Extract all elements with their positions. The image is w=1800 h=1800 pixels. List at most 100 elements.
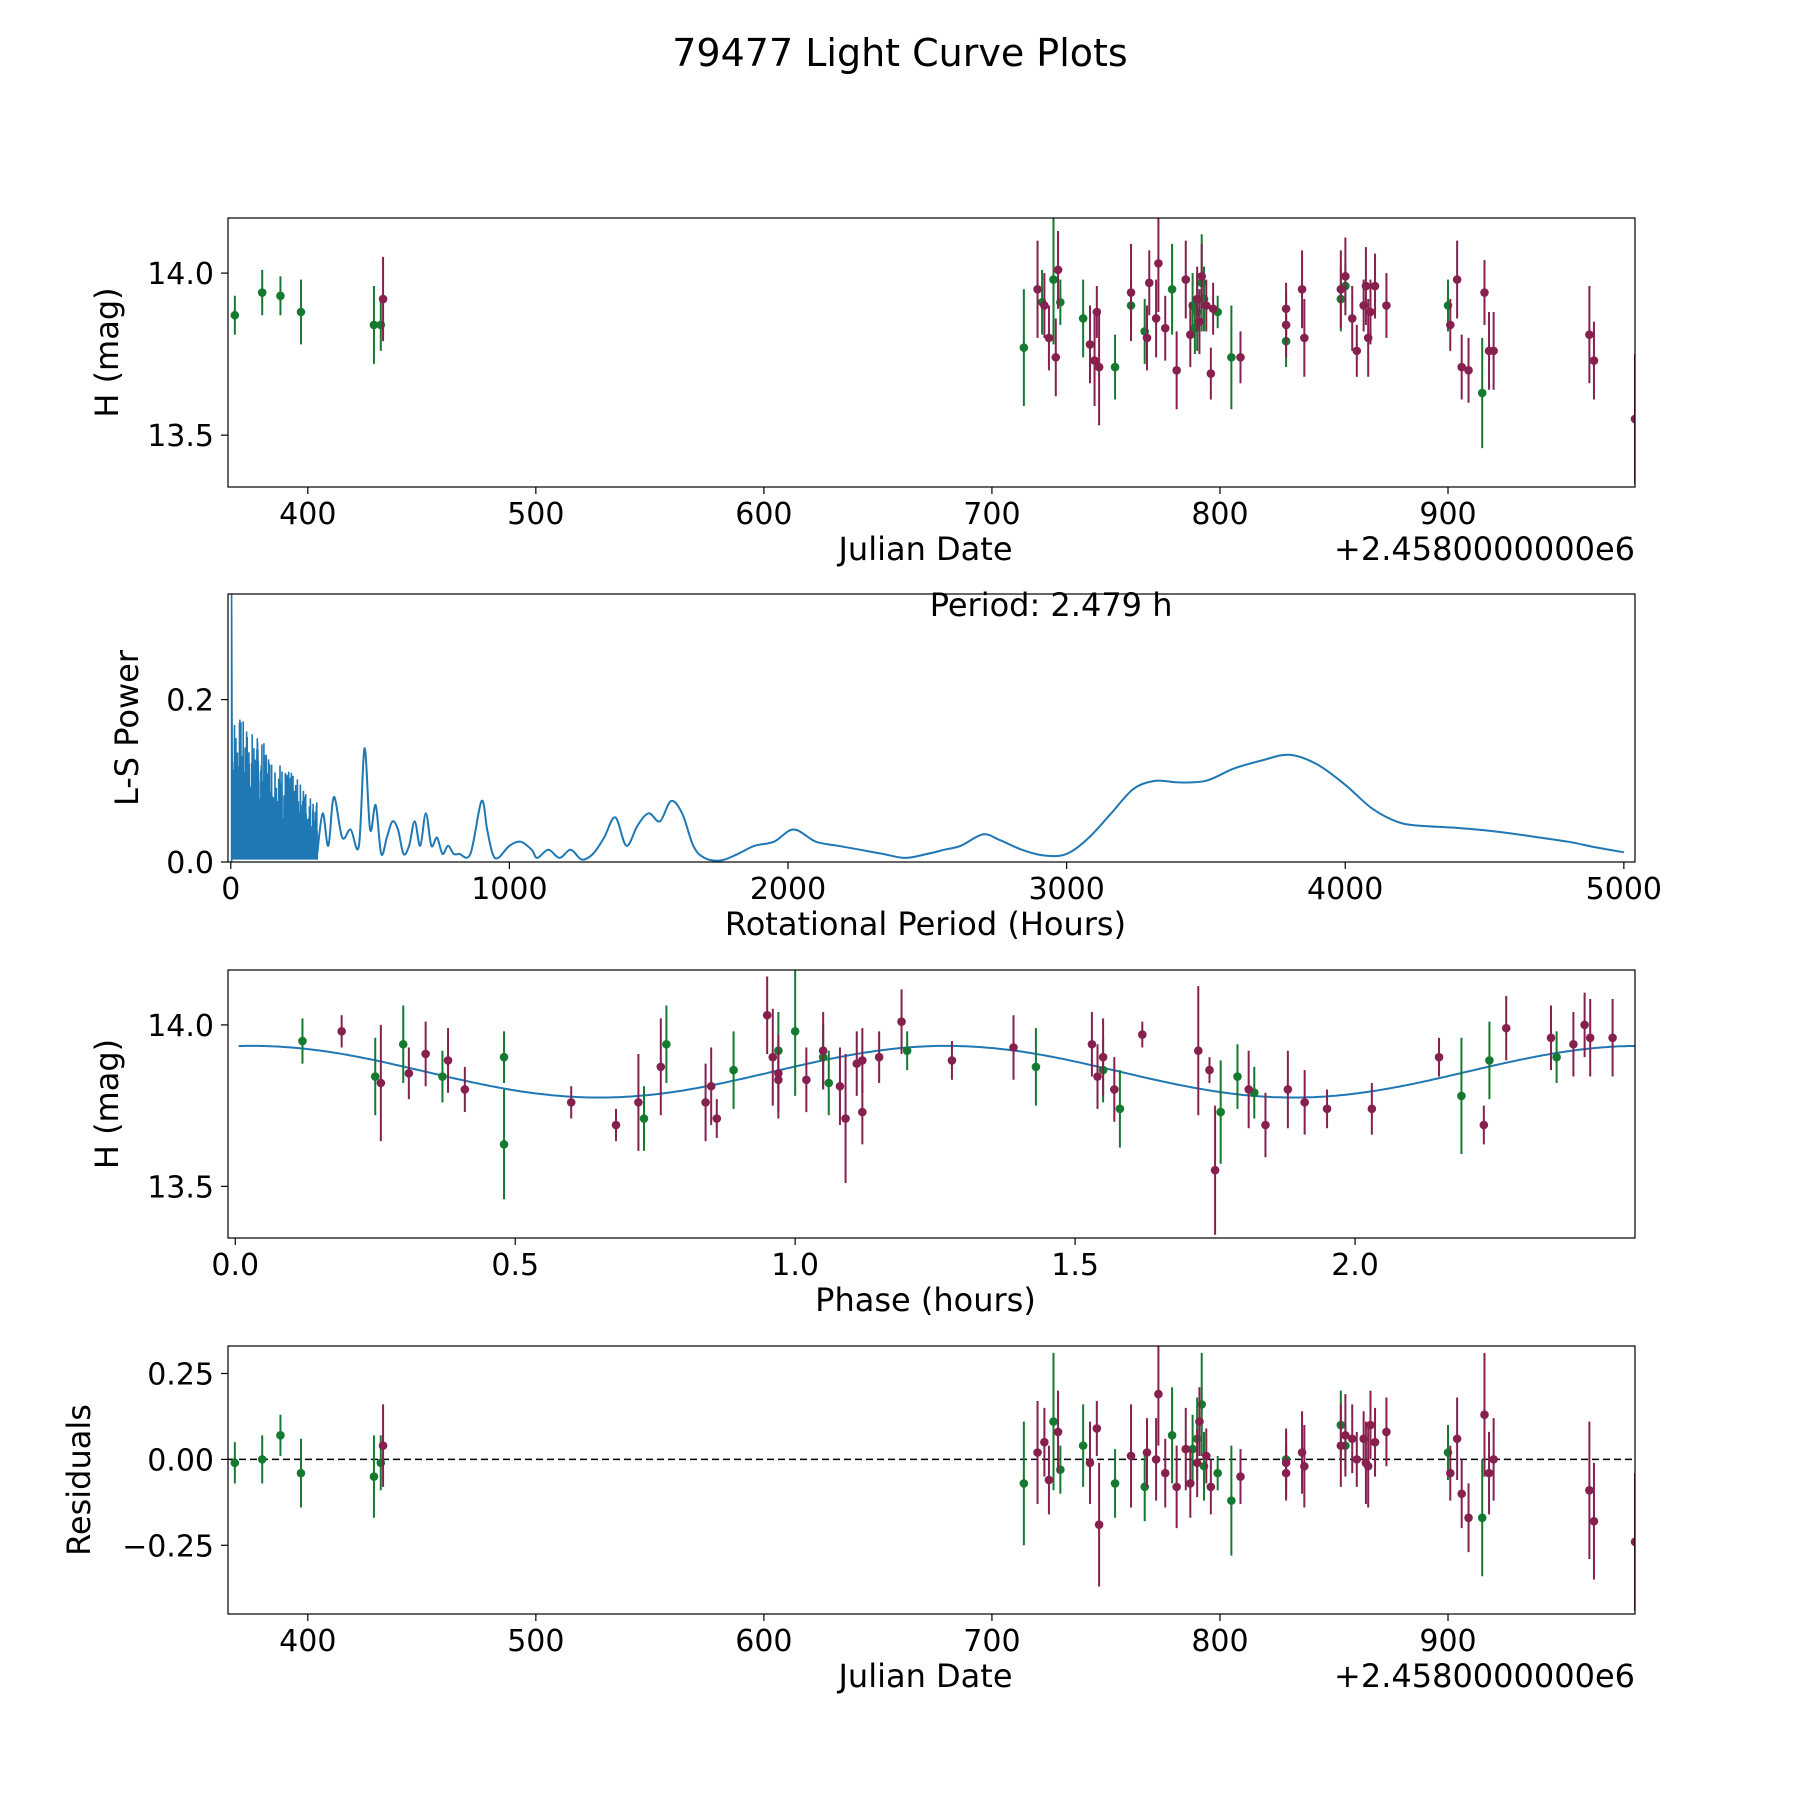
x-tick-label: 2.0 (1331, 1248, 1379, 1283)
data-point-filter-purple (1142, 333, 1152, 343)
plot-area (230, 218, 1635, 484)
data-point-filter-purple (1457, 1489, 1466, 1499)
data-point-filter-purple (1300, 1098, 1309, 1107)
x-offset-text: +2.4580000000e6 (1334, 1657, 1635, 1695)
data-point-filter-purple (1087, 1039, 1097, 1049)
data-point-filter-purple (1300, 1461, 1309, 1471)
y-tick-label: 14.0 (147, 1009, 214, 1044)
data-point-filter-purple (897, 1017, 906, 1026)
data-point-filter-purple (1208, 304, 1218, 314)
data-point-filter-green (276, 1431, 285, 1440)
data-point-filter-purple (1090, 356, 1099, 365)
data-point-filter-purple (1051, 353, 1061, 362)
data-point-filter-purple (460, 1085, 470, 1094)
data-point-filter-purple (1589, 356, 1599, 365)
data-point-filter-green (1477, 388, 1487, 398)
data-point-filter-purple (1630, 414, 1635, 424)
data-point-filter-purple (1085, 1458, 1095, 1468)
data-point-filter-purple (1366, 307, 1375, 317)
x-tick-label: 500 (507, 1624, 564, 1659)
axes-frame (227, 593, 1636, 863)
data-point-filter-purple (1585, 1033, 1595, 1043)
data-point-filter-purple (1489, 346, 1498, 356)
data-point-filter-purple (1172, 1482, 1181, 1492)
data-point-filter-purple (1585, 1486, 1594, 1495)
data-point-filter-purple (1053, 265, 1063, 275)
data-point-filter-purple (858, 1107, 867, 1117)
plot-area (238, 970, 1635, 1235)
data-point-filter-purple (1142, 1448, 1152, 1457)
data-point-filter-green (1552, 1052, 1561, 1062)
data-point-filter-green (1078, 1441, 1088, 1450)
axes-frame (227, 217, 1636, 488)
data-point-filter-purple (566, 1098, 576, 1107)
data-point-filter-purple (1300, 333, 1309, 343)
data-point-filter-purple (701, 1098, 710, 1107)
x-tick-label: 1.0 (771, 1248, 819, 1283)
data-point-filter-purple (1367, 1104, 1377, 1114)
data-point-filter-green (499, 1140, 509, 1149)
x-tick-label: 700 (963, 1624, 1020, 1659)
x-tick-label: 700 (963, 497, 1020, 532)
data-point-filter-purple (1144, 278, 1154, 288)
data-point-filter-purple (1098, 1052, 1108, 1062)
data-point-filter-purple (1322, 1104, 1332, 1114)
data-point-filter-purple (337, 1027, 346, 1036)
data-point-filter-green (1227, 1496, 1236, 1505)
x-axis-label: Julian Date (836, 1657, 1012, 1695)
data-point-filter-green (1019, 1479, 1029, 1488)
data-point-filter-purple (1160, 323, 1170, 333)
data-point-filter-purple (1457, 362, 1466, 372)
x-axis-label: Julian Date (836, 530, 1012, 568)
data-point-filter-green (1233, 1072, 1242, 1081)
panel-phase-folded: 0.0 0.5 1.0 1.5 2.0 13.5 14.0 Phase (hours) H (m… (88, 969, 1636, 1319)
x-offset-text: +2.4580000000e6 (1334, 530, 1635, 568)
data-point-filter-purple (1193, 1046, 1203, 1056)
data-point-filter-purple (1370, 281, 1380, 291)
data-point-filter-purple (1501, 1023, 1511, 1033)
y-tick-label: 0.25 (147, 1357, 214, 1392)
data-point-filter-purple (1186, 1479, 1195, 1488)
data-point-filter-green (1110, 362, 1120, 372)
y-tick-label: −0.25 (122, 1529, 214, 1564)
data-point-filter-purple (768, 1052, 778, 1062)
data-point-filter-purple (1484, 1468, 1494, 1478)
data-point-filter-purple (1044, 1475, 1054, 1485)
data-point-filter-purple (656, 1062, 666, 1072)
data-point-filter-purple (634, 1098, 643, 1107)
data-point-filter-purple (1154, 259, 1163, 268)
data-point-filter-purple (1352, 346, 1362, 356)
data-point-filter-purple (1093, 1072, 1102, 1081)
data-point-filter-purple (947, 1056, 957, 1065)
y-axis-label: L-S Power (108, 649, 146, 806)
data-point-filter-purple (1009, 1043, 1018, 1052)
data-point-filter-purple (1452, 1434, 1462, 1444)
panel-periodogram: 0 1000 2000 3000 4000 5000 0.0 0.2 Rotational Pe… (108, 586, 1662, 943)
data-point-filter-purple (421, 1049, 430, 1059)
data-point-filter-green (398, 1039, 408, 1049)
periodogram-noise-region (230, 594, 319, 862)
data-point-filter-purple (1630, 1537, 1635, 1547)
x-tick-label: 1000 (471, 872, 547, 907)
y-tick-label: 14.0 (147, 257, 214, 292)
data-point-filter-purple (802, 1075, 811, 1085)
data-point-filter-purple (1236, 1472, 1245, 1481)
data-point-filter-purple (874, 1052, 884, 1062)
data-point-filter-purple (1033, 285, 1042, 294)
data-point-filter-purple (1589, 1516, 1599, 1526)
data-point-filter-purple (1197, 272, 1207, 281)
data-point-filter-purple (1382, 1427, 1391, 1437)
x-tick-label: 900 (1419, 497, 1476, 532)
data-point-filter-purple (1110, 1085, 1119, 1094)
model-curve (238, 1044, 1635, 1099)
data-point-filter-purple (1210, 1165, 1220, 1175)
data-point-filter-green (1078, 314, 1088, 323)
y-tick-label: 0.0 (166, 846, 214, 881)
data-point-filter-purple (1206, 1482, 1216, 1492)
data-point-filter-purple (706, 1081, 716, 1091)
data-point-filter-purple (611, 1120, 621, 1130)
plot-area (230, 594, 1625, 862)
data-point-filter-purple (1479, 1120, 1489, 1130)
data-point-filter-purple (1452, 275, 1462, 284)
